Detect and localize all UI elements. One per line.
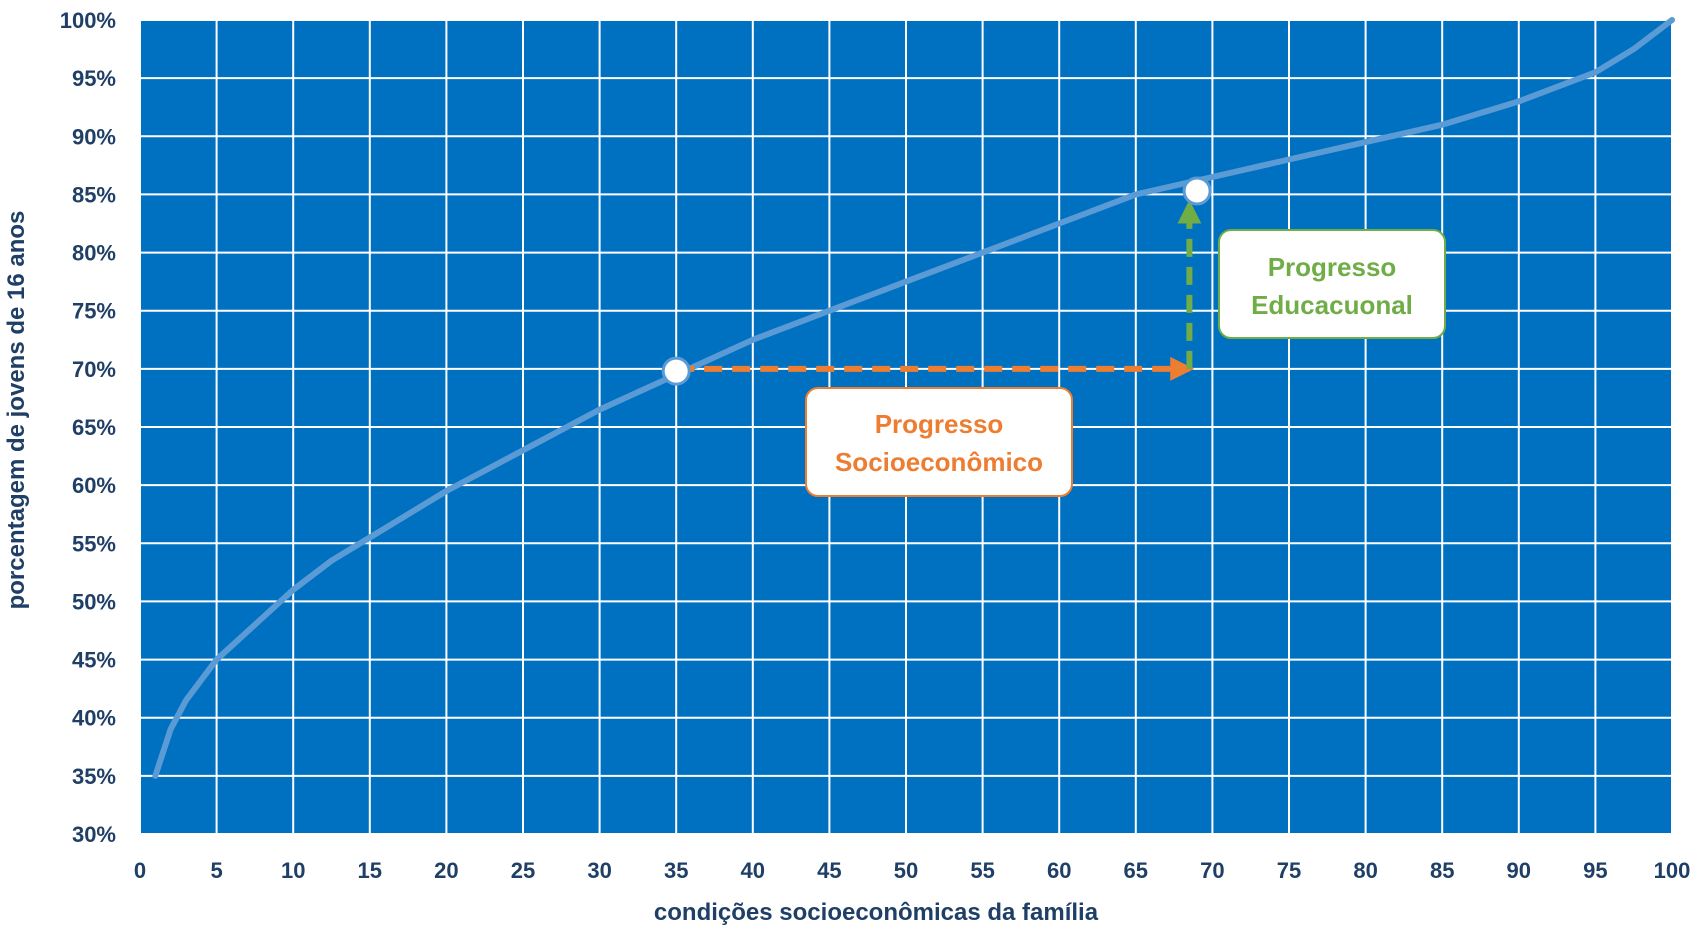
x-tick-label: 75 (1277, 858, 1301, 883)
educational-callout-line1: Progresso (1268, 252, 1397, 282)
x-tick-label: 5 (210, 858, 222, 883)
series-line (152, 17, 1675, 779)
x-tick-label: 15 (358, 858, 382, 883)
x-tick-label: 55 (970, 858, 994, 883)
x-tick-label: 45 (817, 858, 841, 883)
y-tick-label: 35% (72, 764, 116, 789)
educational-callout: Progresso Educacuonal (1218, 229, 1446, 339)
y-tick-label: 100% (60, 8, 116, 33)
y-tick-label: 95% (72, 66, 116, 91)
x-tick-label: 0 (134, 858, 146, 883)
x-axis-title: condições socioeconômicas da família (654, 899, 1099, 926)
x-tick-label: 10 (281, 858, 305, 883)
x-tick-label: 90 (1507, 858, 1531, 883)
y-tick-label: 90% (72, 124, 116, 149)
socioeconomic-callout: Progresso Socioeconômico (805, 387, 1073, 497)
x-tick-label: 95 (1583, 858, 1607, 883)
x-tick-label: 25 (511, 858, 535, 883)
x-tick-label: 40 (741, 858, 765, 883)
y-tick-label: 60% (72, 473, 116, 498)
socioeconomic-callout-line1: Progresso (875, 409, 1004, 439)
x-tick-label: 30 (587, 858, 611, 883)
x-tick-label: 85 (1430, 858, 1454, 883)
x-tick-label: 70 (1200, 858, 1224, 883)
y-tick-label: 65% (72, 415, 116, 440)
y-tick-label: 40% (72, 706, 116, 731)
x-tick-label: 60 (1047, 858, 1071, 883)
x-tick-label: 65 (1124, 858, 1148, 883)
y-tick-label: 45% (72, 648, 116, 673)
highlight-point-start (661, 356, 691, 386)
socioeconomic-callout-line2: Socioeconômico (835, 447, 1043, 477)
highlight-point-end (1182, 176, 1212, 206)
x-tick-label: 20 (434, 858, 458, 883)
y-tick-label: 70% (72, 357, 116, 382)
x-tick-label: 80 (1353, 858, 1377, 883)
x-tick-label: 100 (1654, 858, 1691, 883)
x-axis-ticks: 0 5 10 15 20 25 30 35 40 45 50 55 60 65 70 75 80 85 90 95 10… (134, 858, 1690, 883)
educational-callout-line2: Educacuonal (1251, 290, 1413, 320)
x-tick-label: 50 (894, 858, 918, 883)
y-axis-ticks: 30% 35% 40% 45% 50% 55% 60% 65% 70% 75% 80% 85% 90% 9… (60, 8, 116, 847)
y-axis-title: porcentagem de jovens de 16 anos (3, 211, 30, 610)
y-tick-label: 55% (72, 531, 116, 556)
x-tick-label: 35 (664, 858, 688, 883)
y-tick-label: 80% (72, 241, 116, 266)
y-tick-label: 85% (72, 182, 116, 207)
y-tick-label: 50% (72, 589, 116, 614)
y-tick-label: 30% (72, 822, 116, 847)
y-tick-label: 75% (72, 299, 116, 324)
